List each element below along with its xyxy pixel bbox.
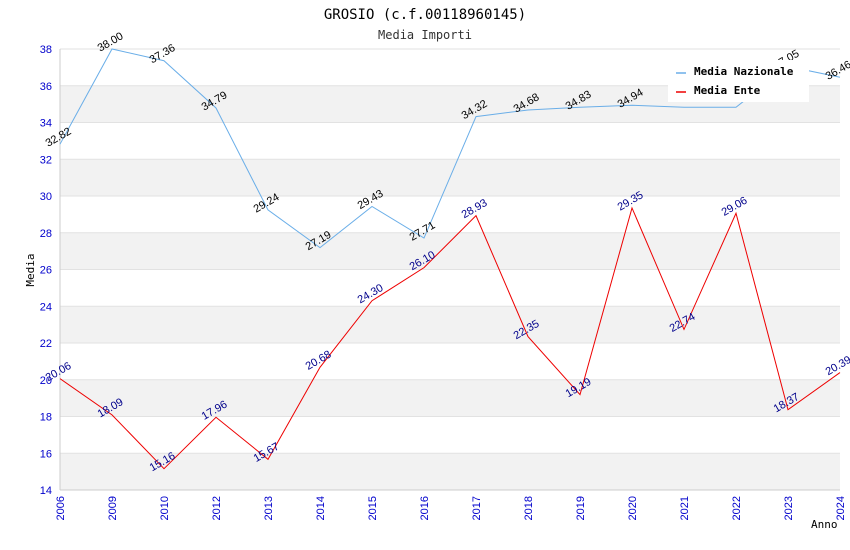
- legend-label-media-ente: Media Ente: [694, 84, 761, 97]
- legend-label-media-nazionale: Media Nazionale: [694, 65, 794, 78]
- y-tick-label: 26: [40, 265, 52, 277]
- x-tick-label: 2015: [367, 496, 379, 520]
- x-tick-label: 2014: [315, 496, 327, 520]
- x-tick-label: 2023: [783, 496, 795, 520]
- data-label: 37.36: [148, 42, 178, 66]
- x-tick-label: 2019: [575, 496, 587, 520]
- y-tick-label: 22: [40, 338, 52, 350]
- y-tick-label: 28: [40, 228, 52, 240]
- x-tick-label: 2009: [107, 496, 119, 520]
- legend: Media Nazionale Media Ente: [668, 60, 809, 102]
- data-label: 29.06: [720, 195, 750, 219]
- y-tick-label: 16: [40, 448, 52, 460]
- data-label: 36.46: [824, 59, 850, 83]
- x-tick-label: 2017: [471, 496, 483, 520]
- y-tick-label: 18: [40, 412, 52, 424]
- x-tick-label: 2021: [679, 496, 691, 520]
- gridlines: [60, 48, 840, 491]
- chart-subtitle: Media Importi: [378, 28, 472, 42]
- x-tick-label: 2016: [419, 496, 431, 520]
- x-tick-labels: 2006 2009 2010 2012 2013 2014 2015 2016 2017 2018…: [55, 496, 847, 520]
- axes: [59, 49, 840, 491]
- x-tick-label: 2024: [835, 496, 847, 520]
- y-tick-label: 30: [40, 191, 52, 203]
- x-axis-label: Anno: [811, 518, 838, 531]
- series-lines: [59, 48, 841, 470]
- y-tick-label: 36: [40, 81, 52, 93]
- background-band: [60, 453, 840, 490]
- y-tick-labels: 14 16 18 20 22 24 26 28 30 32 34 36 38: [40, 44, 52, 497]
- x-tick-label: 2006: [55, 496, 67, 520]
- y-tick-label: 32: [40, 154, 52, 166]
- background-band: [60, 306, 840, 343]
- chart-title: GROSIO (c.f.00118960145): [324, 7, 526, 23]
- y-tick-label: 24: [40, 301, 52, 313]
- x-tick-label: 2018: [523, 496, 535, 520]
- background-band: [60, 232, 840, 270]
- y-axis-label: Media: [24, 253, 37, 286]
- x-tick-label: 2020: [627, 496, 639, 520]
- x-tick-label: 2010: [159, 496, 171, 520]
- background-bands: [60, 85, 840, 490]
- x-tick-label: 2022: [731, 496, 743, 520]
- series-line-media-nazionale: [59, 48, 841, 249]
- x-tick-label: 2013: [263, 496, 275, 520]
- y-tick-label: 34: [40, 118, 52, 130]
- series-line-media-ente: [59, 206, 841, 470]
- x-tick-label: 2012: [211, 496, 223, 520]
- y-tick-label: 20: [40, 375, 52, 387]
- y-tick-label: 14: [40, 485, 52, 497]
- background-band: [60, 379, 840, 417]
- legend-box: [668, 60, 809, 102]
- y-tick-label: 38: [40, 44, 52, 56]
